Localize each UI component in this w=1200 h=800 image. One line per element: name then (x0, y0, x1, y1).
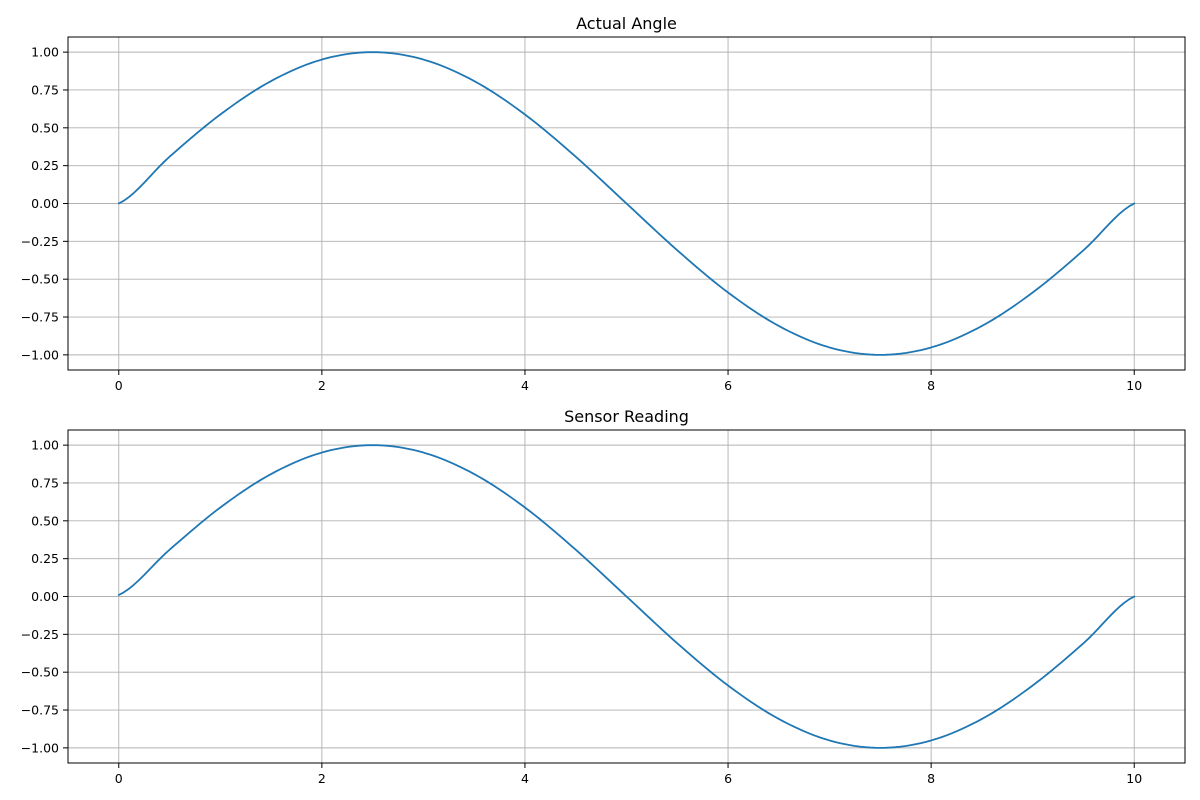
y-tick-label: 0.75 (31, 475, 59, 490)
y-tick-label: 0.25 (31, 551, 59, 566)
y-tick-label: −0.75 (21, 310, 59, 325)
x-tick-label: 0 (115, 378, 123, 393)
x-tick-label: 8 (927, 771, 935, 786)
x-tick-label: 8 (927, 378, 935, 393)
y-tick-label: 0.00 (31, 196, 59, 211)
series-line (117, 444, 1136, 749)
x-tick-label: 10 (1126, 771, 1142, 786)
y-tick-label: −0.25 (21, 627, 59, 642)
y-tick-label: −1.00 (21, 740, 59, 755)
x-tick-label: 0 (115, 771, 123, 786)
y-tick-label: 0.50 (31, 120, 59, 135)
panel-title: Sensor Reading (564, 407, 689, 426)
y-tick-label: 0.75 (31, 82, 59, 97)
y-tick-label: −0.50 (21, 665, 59, 680)
panel-title: Actual Angle (576, 14, 677, 33)
y-tick-label: 1.00 (31, 45, 59, 60)
x-tick-label: 6 (724, 771, 732, 786)
y-tick-label: −1.00 (21, 347, 59, 362)
x-tick-label: 4 (521, 771, 529, 786)
y-tick-label: −0.25 (21, 234, 59, 249)
actual-angle-panel: 0 2 4 6 8 10 1.00 0.75 0.50 0.25 0.00 −0.25 −0.50 −0.… (21, 14, 1186, 393)
y-tick-label: 0.25 (31, 158, 59, 173)
x-tick-label: 10 (1126, 378, 1142, 393)
x-tick-label: 2 (318, 771, 326, 786)
x-tick-label: 4 (521, 378, 529, 393)
x-tick-label: 2 (318, 378, 326, 393)
y-tick-label: −0.50 (21, 272, 59, 287)
y-tick-label: 1.00 (31, 438, 59, 453)
x-tick-label: 6 (724, 378, 732, 393)
y-tick-label: −0.75 (21, 703, 59, 718)
series-line (117, 51, 1136, 356)
y-tick-label: 0.00 (31, 589, 59, 604)
y-tick-label: 0.50 (31, 513, 59, 528)
sensor-reading-panel: 0 2 4 6 8 10 1.00 0.75 0.50 0.25 0.00 −0.25 −0.50 −0.… (21, 407, 1186, 786)
